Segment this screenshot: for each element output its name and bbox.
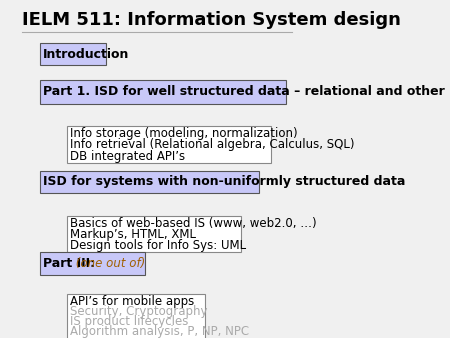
Text: Info retrieval (Relational algebra, Calculus, SQL): Info retrieval (Relational algebra, Calc…: [70, 139, 355, 151]
Text: Design tools for Info Sys: UML: Design tools for Info Sys: UML: [70, 239, 247, 252]
Text: ISD for systems with non-uniformly structured data: ISD for systems with non-uniformly struc…: [43, 175, 406, 189]
Text: Algorithm analysis, P, NP, NPC: Algorithm analysis, P, NP, NPC: [70, 325, 249, 338]
FancyBboxPatch shape: [68, 126, 271, 163]
Text: Security, Cryptography: Security, Cryptography: [70, 305, 208, 318]
Text: Introduction: Introduction: [43, 48, 130, 61]
FancyBboxPatch shape: [40, 171, 259, 193]
FancyBboxPatch shape: [68, 294, 205, 338]
FancyBboxPatch shape: [40, 252, 145, 275]
Text: Part 1. ISD for well structured data – relational and other DBMS: Part 1. ISD for well structured data – r…: [43, 85, 450, 98]
Text: Part III:: Part III:: [43, 257, 95, 270]
Text: IS product lifecycles: IS product lifecycles: [70, 315, 189, 328]
Text: (one out of): (one out of): [72, 257, 145, 270]
FancyBboxPatch shape: [68, 216, 241, 252]
Text: IELM 511: Information System design: IELM 511: Information System design: [22, 11, 401, 29]
Text: Basics of web-based IS (www, web2.0, …): Basics of web-based IS (www, web2.0, …): [70, 217, 317, 230]
Text: Markup’s, HTML, XML: Markup’s, HTML, XML: [70, 228, 196, 241]
FancyBboxPatch shape: [40, 80, 286, 104]
Text: API’s for mobile apps: API’s for mobile apps: [70, 294, 194, 308]
Text: DB integrated API’s: DB integrated API’s: [70, 150, 185, 163]
Text: Info storage (modeling, normalization): Info storage (modeling, normalization): [70, 127, 298, 140]
FancyBboxPatch shape: [40, 43, 106, 65]
